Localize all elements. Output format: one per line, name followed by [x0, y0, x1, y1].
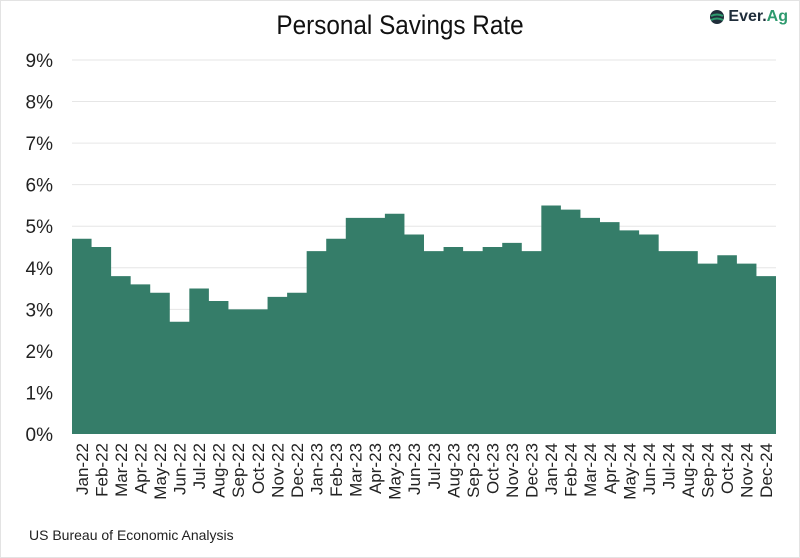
y-tick-label: 4% [26, 259, 54, 280]
x-tick-label: Jul-22 [190, 443, 209, 489]
x-tick-label: Nov-22 [268, 443, 287, 498]
logo-text-accent: Ag [766, 8, 788, 25]
x-tick-label: May-24 [620, 443, 639, 500]
x-tick-label: Mar-23 [347, 443, 366, 497]
x-tick-label: Aug-23 [444, 443, 463, 498]
x-tick-label: Sep-24 [699, 443, 718, 498]
x-tick-label: Jul-24 [659, 443, 678, 489]
x-tick-label: Mar-22 [112, 443, 131, 497]
x-tick-label: May-22 [151, 443, 170, 500]
x-tick-label: Jun-24 [640, 443, 659, 495]
x-tick-label: Feb-22 [92, 443, 111, 497]
x-tick-label: Dec-24 [757, 443, 776, 498]
x-tick-label: Jan-23 [307, 443, 326, 495]
x-tick-label: Aug-24 [679, 443, 698, 498]
y-tick-label: 9% [26, 51, 54, 72]
x-tick-label: Feb-24 [562, 443, 581, 497]
ever-ag-logo: Ever. Ag [709, 8, 788, 26]
x-tick-label: Apr-24 [601, 443, 620, 494]
source-note: US Bureau of Economic Analysis [29, 527, 234, 543]
x-tick-label: Jan-22 [73, 443, 92, 495]
x-tick-label: Jun-23 [405, 443, 424, 495]
y-tick-label: 2% [26, 342, 54, 363]
x-tick-label: May-23 [386, 443, 405, 500]
y-tick-label: 8% [26, 93, 54, 114]
x-tick-label: Jan-24 [542, 443, 561, 495]
x-tick-label: Jul-23 [425, 443, 444, 489]
y-tick-label: 7% [26, 134, 54, 155]
x-tick-label: Nov-23 [503, 443, 522, 498]
x-tick-label: Jun-22 [171, 443, 190, 495]
savings-area [72, 205, 776, 434]
globe-icon [710, 10, 725, 24]
x-tick-label: Dec-22 [288, 443, 307, 498]
y-tick-label: 1% [26, 383, 54, 404]
chart-title: Personal Savings Rate [276, 10, 524, 40]
x-tick-label: Oct-23 [483, 443, 502, 494]
x-tick-label: Oct-22 [249, 443, 268, 494]
x-tick-label: Oct-24 [718, 443, 737, 494]
x-tick-label: Nov-24 [738, 443, 757, 498]
x-tick-label: Apr-22 [131, 443, 150, 494]
x-tick-label: Mar-24 [581, 443, 600, 497]
x-tick-label: Apr-23 [366, 443, 385, 494]
x-tick-label: Aug-22 [210, 443, 229, 498]
x-tick-label: Sep-22 [229, 443, 248, 498]
x-tick-label: Feb-23 [327, 443, 346, 497]
y-tick-label: 5% [26, 217, 54, 238]
logo-text: Ever. [728, 8, 767, 25]
x-tick-label: Dec-23 [523, 443, 542, 498]
y-tick-label: 0% [26, 425, 54, 446]
x-tick-label: Sep-23 [464, 443, 483, 498]
y-tick-label: 3% [26, 300, 54, 321]
y-tick-label: 6% [26, 176, 54, 197]
